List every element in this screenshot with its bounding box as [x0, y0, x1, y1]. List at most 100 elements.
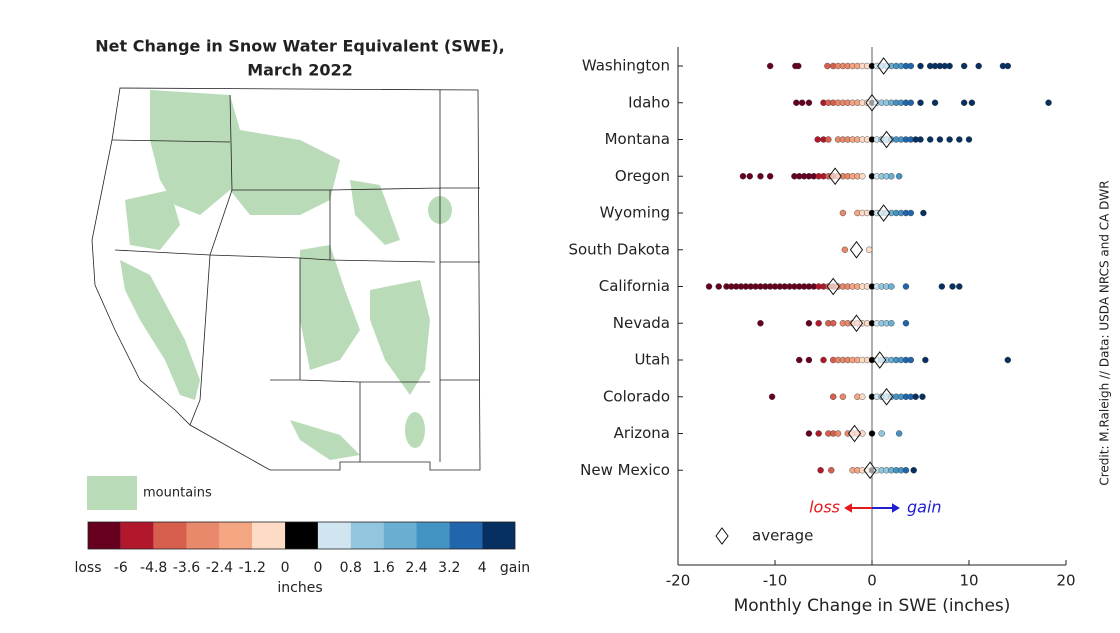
- station-dot: [936, 136, 944, 143]
- colorbar-bin: [416, 522, 450, 549]
- legend-swatch: [87, 476, 137, 510]
- colorbar-bin: [449, 522, 483, 549]
- station-dot: [805, 356, 813, 364]
- state-lines: [111, 90, 480, 462]
- colorbar-tick-label: 0.8: [340, 560, 362, 576]
- average-marker: [877, 204, 891, 222]
- station-dot: [938, 283, 946, 290]
- colorbar-tick-label: -6: [114, 560, 128, 576]
- station-dot: [931, 99, 939, 106]
- average-marker: [879, 387, 894, 406]
- credit: Credit: M.Raleigh // Data: USDA NRCS and…: [1098, 180, 1112, 485]
- station-dot: [1045, 99, 1052, 106]
- colorbar: loss -6 -4.8 -3.6 -2.4 -1.2 0 0 0.8 1.6 2.4 3.2 4 gai…: [74, 521, 530, 576]
- station-dot: [705, 283, 713, 290]
- station-dot: [975, 62, 982, 70]
- station-dot: [878, 430, 885, 437]
- station-dot: [888, 320, 895, 327]
- map: [91, 87, 481, 471]
- average-marker: [863, 461, 877, 480]
- y-tick-label: California: [599, 277, 670, 295]
- colorbar-bin: [350, 522, 384, 549]
- station-dot: [805, 99, 813, 106]
- station-dot: [907, 99, 914, 106]
- station-dot: [865, 246, 873, 253]
- colorbar-bin: [88, 522, 121, 549]
- y-tick-label: Colorado: [603, 387, 670, 405]
- station-dot: [868, 430, 876, 437]
- station-dot: [805, 320, 813, 327]
- colorbar-frame: [87, 521, 516, 550]
- station-dot: [920, 209, 927, 217]
- average-marker: [847, 424, 862, 443]
- y-tick-label: New Mexico: [580, 461, 670, 479]
- station-dot: [888, 283, 895, 290]
- station-dot: [1004, 62, 1011, 70]
- station-dot: [824, 62, 831, 70]
- y-tick-label: Nevada: [613, 314, 670, 332]
- station-dot: [927, 136, 934, 143]
- colorbar-label: inches: [277, 580, 322, 596]
- x-tick-label: -20: [666, 572, 691, 590]
- station-dot: [902, 320, 910, 327]
- station-dot: [910, 467, 917, 474]
- average-marker: [877, 57, 891, 75]
- station-dot: [960, 62, 968, 70]
- y-tick-label: South Dakota: [568, 240, 670, 258]
- x-tick-label: 20: [1056, 572, 1075, 590]
- station-dot: [907, 209, 914, 217]
- station-dot: [830, 393, 837, 400]
- loss-label: loss: [809, 498, 840, 517]
- station-dot: [795, 62, 802, 70]
- station-dot: [919, 393, 926, 400]
- legend-marker: [715, 527, 729, 545]
- x-axis-label: Monthly Change in SWE (inches): [734, 596, 1011, 616]
- station-dot: [796, 356, 803, 364]
- x-tick-label: 0: [867, 572, 877, 590]
- station-dot: [815, 320, 822, 327]
- station-dot: [907, 356, 914, 364]
- y-tick-label: Idaho: [628, 93, 670, 111]
- station-dot: [839, 209, 847, 217]
- colorbar-tick-label: loss: [74, 560, 101, 576]
- station-dot: [946, 136, 953, 143]
- station-dot: [766, 62, 774, 70]
- station-dot: [922, 356, 929, 364]
- colorbar-tick-label: -2.4: [206, 560, 233, 576]
- legend-label: average: [752, 527, 813, 545]
- gain-arrow: [872, 503, 900, 513]
- colorbar-tick-label: -1.2: [239, 560, 266, 576]
- average-marker: [849, 240, 864, 259]
- station-dot: [814, 136, 821, 143]
- average-marker: [826, 277, 840, 296]
- colorbar-tick-label: gain: [500, 560, 530, 576]
- legend-label: mountains: [143, 486, 212, 501]
- colorbar-tick-label: 4: [478, 560, 487, 576]
- station-dot: [859, 173, 866, 180]
- station-dot: [956, 136, 963, 143]
- colorbar-tick-label: -4.8: [140, 560, 167, 576]
- average-marker: [828, 167, 842, 186]
- station-dot: [960, 99, 968, 106]
- colorbar-bin: [120, 522, 154, 549]
- station-dot: [793, 99, 800, 106]
- colorbar-bin: [252, 522, 286, 549]
- colorbar-bin: [285, 522, 318, 549]
- mountains: [120, 90, 452, 460]
- station-dot: [768, 393, 776, 400]
- station-dot: [815, 430, 822, 437]
- average-marker: [873, 351, 887, 369]
- colorbar-bin: [153, 522, 187, 549]
- station-dot: [895, 173, 903, 180]
- station-dot: [859, 393, 866, 400]
- station-dot: [766, 173, 774, 180]
- station-dot: [830, 320, 837, 327]
- station-dot: [1004, 356, 1011, 364]
- station-dot: [839, 393, 847, 400]
- station-dot: [912, 393, 919, 400]
- y-tick-label: Washington: [582, 57, 670, 75]
- colorbar-tick-label: 2.4: [405, 560, 427, 576]
- y-tick-label: Oregon: [615, 167, 670, 185]
- station-dot: [715, 283, 722, 290]
